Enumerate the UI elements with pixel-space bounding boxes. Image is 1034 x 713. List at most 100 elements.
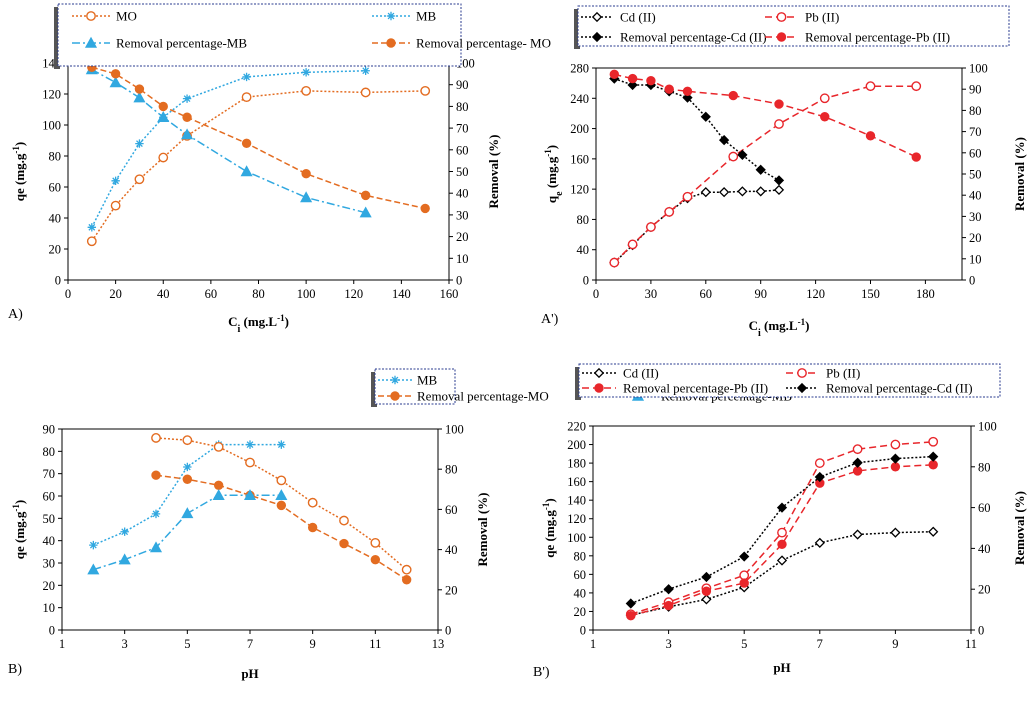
y-tick-label: 140 xyxy=(567,494,586,508)
data-point xyxy=(627,73,638,84)
y2-tick-label: 0 xyxy=(969,274,975,288)
legend-marker xyxy=(386,11,396,21)
legend-box xyxy=(578,363,1001,398)
data-point xyxy=(118,553,131,565)
series-removal-percentage-pb-ii- xyxy=(609,69,921,162)
x-tick-label: 11 xyxy=(965,637,977,651)
y-tick-label: 40 xyxy=(43,534,56,548)
y-tick-label: 200 xyxy=(567,438,586,452)
x-tick-label: 120 xyxy=(344,287,363,301)
legend-box xyxy=(577,5,1010,47)
series-removal-percentage-cd-ii- xyxy=(625,451,939,609)
legend-marker xyxy=(86,11,96,21)
y-axis-title: qe (mg.g-1) xyxy=(543,145,565,203)
legend-marker xyxy=(776,32,787,42)
data-point xyxy=(890,453,901,464)
data-point xyxy=(911,81,922,92)
panel-B: 1 3 5 7 9 11 130102030405060708090020406080100… xyxy=(8,368,792,681)
y2-tick-label: 90 xyxy=(969,83,982,97)
series-line xyxy=(630,530,934,616)
series-removal-percentage-mo xyxy=(87,62,430,214)
x-axis-title: Ci (mg.L-1) xyxy=(228,313,289,335)
data-point xyxy=(701,586,712,596)
y-tick-label: 60 xyxy=(49,181,62,195)
series-line xyxy=(614,77,780,182)
data-point xyxy=(627,239,638,250)
data-point xyxy=(773,175,785,186)
x-tick-label: 1 xyxy=(590,637,596,651)
series-removal-percentage-cd-ii- xyxy=(609,73,785,186)
legend-label: MB xyxy=(416,9,437,24)
legend-item: Pb (II) xyxy=(786,366,860,381)
x-tick-label: 120 xyxy=(806,287,825,301)
data-point xyxy=(609,257,620,268)
data-point xyxy=(301,86,312,96)
y2-tick-label: 10 xyxy=(456,252,469,266)
data-point xyxy=(182,94,192,103)
x-tick-label: 140 xyxy=(392,287,411,301)
x-tick-label: 160 xyxy=(440,287,459,301)
x-tick-label: 11 xyxy=(369,637,381,651)
data-point xyxy=(627,79,638,91)
data-point xyxy=(701,571,712,583)
y-tick-label: 160 xyxy=(570,152,589,166)
y-tick-label: 120 xyxy=(570,183,589,197)
legend-marker xyxy=(796,382,808,394)
data-point xyxy=(646,222,656,232)
legend-marker xyxy=(593,367,605,379)
data-point xyxy=(737,186,748,197)
series-removal-percentage-mb xyxy=(85,63,372,218)
panel-B2: 1 3 5 7 9 11020406080100120140160180200220020… xyxy=(533,363,1027,680)
legend-marker xyxy=(84,36,98,48)
legend-label: Cd (II) xyxy=(623,366,659,381)
data-point xyxy=(241,92,252,103)
y-tick-label: 0 xyxy=(583,274,589,288)
data-point xyxy=(852,457,863,468)
data-point xyxy=(157,111,170,122)
data-point xyxy=(820,112,830,122)
data-point xyxy=(276,475,287,486)
data-point xyxy=(182,435,193,446)
y-tick-label: 70 xyxy=(43,467,56,481)
data-point xyxy=(276,500,287,511)
legend-shadow xyxy=(54,7,60,69)
data-point xyxy=(682,86,693,97)
y2-tick-label: 70 xyxy=(456,122,469,136)
series-line xyxy=(93,494,282,571)
data-point xyxy=(737,149,748,161)
y2-tick-label: 20 xyxy=(456,230,469,244)
data-point xyxy=(361,66,370,75)
y2-tick-label: 40 xyxy=(456,187,469,201)
data-point xyxy=(739,570,750,581)
y2-tick-label: 30 xyxy=(969,210,982,224)
data-point xyxy=(151,470,161,480)
data-point xyxy=(682,191,693,202)
y-tick-label: 20 xyxy=(574,605,587,619)
data-point xyxy=(911,152,921,162)
data-point xyxy=(181,128,194,140)
series-line xyxy=(614,73,917,158)
data-point xyxy=(245,457,255,468)
x-tick-label: 3 xyxy=(665,637,671,651)
data-point xyxy=(928,526,939,537)
series-line xyxy=(613,189,780,264)
data-point xyxy=(370,554,381,565)
series-mo xyxy=(86,86,431,247)
legend-label: Removal percentage-Pb (II) xyxy=(623,381,768,396)
y-tick-label: 40 xyxy=(574,586,587,600)
y2-tick-label: 60 xyxy=(969,146,982,160)
x-axis-title: pH xyxy=(241,666,258,681)
legend-marker xyxy=(591,31,603,43)
y2-tick-label: 50 xyxy=(969,168,982,182)
legend-item: MO xyxy=(72,9,137,24)
x-tick-label: 20 xyxy=(109,287,122,301)
data-point xyxy=(134,174,145,185)
legend-item: Cd (II) xyxy=(581,10,656,25)
data-point xyxy=(213,441,224,452)
y2-tick-label: 40 xyxy=(978,542,991,556)
data-point xyxy=(609,69,619,80)
data-point xyxy=(158,101,168,112)
data-point xyxy=(777,527,787,538)
data-point xyxy=(852,444,863,455)
data-point xyxy=(87,563,100,575)
